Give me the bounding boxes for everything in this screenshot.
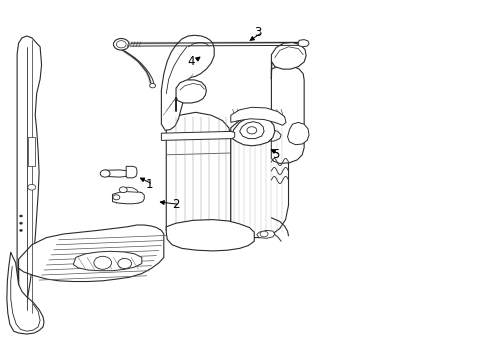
Polygon shape	[126, 166, 137, 178]
Polygon shape	[176, 80, 206, 112]
Circle shape	[100, 170, 110, 177]
Circle shape	[149, 84, 155, 88]
Polygon shape	[123, 187, 138, 192]
Circle shape	[119, 187, 127, 193]
Circle shape	[246, 127, 256, 134]
Text: 2: 2	[172, 198, 180, 211]
Text: 1: 1	[145, 178, 153, 191]
Text: 3: 3	[254, 26, 262, 39]
Polygon shape	[166, 112, 230, 238]
Polygon shape	[166, 220, 254, 251]
Polygon shape	[230, 114, 288, 238]
Polygon shape	[7, 252, 44, 334]
Polygon shape	[161, 131, 234, 140]
Polygon shape	[230, 107, 285, 125]
Circle shape	[118, 258, 131, 269]
Circle shape	[20, 222, 22, 224]
Circle shape	[20, 229, 22, 231]
Polygon shape	[239, 122, 264, 139]
Circle shape	[113, 195, 120, 200]
Circle shape	[94, 256, 111, 269]
Polygon shape	[256, 230, 274, 238]
Polygon shape	[287, 122, 308, 145]
Text: 4: 4	[186, 55, 194, 68]
Circle shape	[116, 41, 126, 48]
Polygon shape	[28, 137, 35, 166]
Circle shape	[20, 215, 22, 217]
Circle shape	[28, 184, 36, 190]
Text: 5: 5	[272, 148, 280, 161]
Polygon shape	[230, 116, 274, 146]
Polygon shape	[271, 42, 305, 79]
Polygon shape	[271, 66, 304, 163]
Polygon shape	[161, 35, 214, 130]
Polygon shape	[298, 40, 308, 47]
Circle shape	[113, 39, 129, 50]
Polygon shape	[17, 36, 41, 324]
Polygon shape	[105, 170, 127, 177]
Polygon shape	[112, 192, 144, 204]
Circle shape	[260, 231, 267, 237]
Polygon shape	[73, 251, 142, 271]
Polygon shape	[19, 225, 163, 324]
